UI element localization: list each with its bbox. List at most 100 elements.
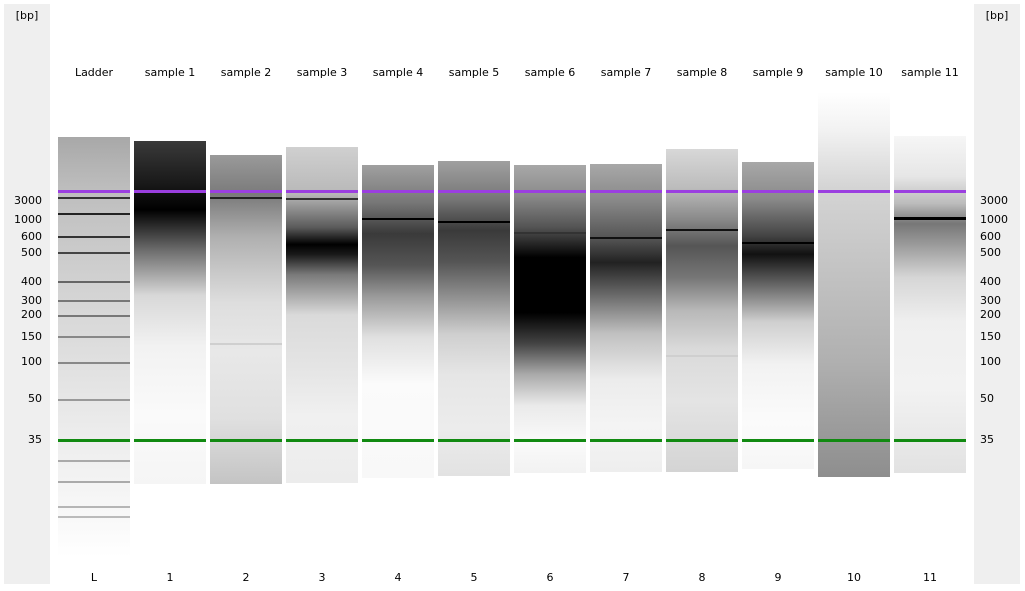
- size-axis-left: [bp] 3000 1000 600 500 400 300 200 150 1…: [4, 4, 50, 584]
- lane-image: [438, 161, 510, 476]
- lane-image: [742, 162, 814, 469]
- lane-label: sample 11: [901, 66, 959, 79]
- tick-label: 1000: [14, 213, 42, 226]
- upper-marker-line: [362, 190, 434, 193]
- ladder-band: [58, 336, 130, 338]
- lower-marker-line: [210, 439, 282, 442]
- ladder-band: [58, 281, 130, 283]
- lower-marker-line: [514, 439, 586, 442]
- lane-label: sample 3: [296, 66, 348, 79]
- lane-number: 3: [318, 571, 326, 584]
- ladder-band: [58, 197, 130, 199]
- tick-label: 400: [21, 275, 42, 288]
- tick-label: 35: [980, 433, 994, 446]
- ladder-band: [58, 399, 130, 401]
- lane-number: 7: [622, 571, 630, 584]
- lane-number: 5: [470, 571, 478, 584]
- lane-sample-11[interactable]: sample 11 11: [892, 0, 968, 591]
- lane-label: sample 6: [524, 66, 576, 79]
- lane-label: Ladder: [74, 66, 114, 79]
- lane-sample-6[interactable]: sample 6 6: [512, 0, 588, 591]
- lane-label: sample 9: [752, 66, 804, 79]
- sample-band: [590, 237, 662, 239]
- sample-band: [894, 217, 966, 220]
- sample-band: [666, 355, 738, 357]
- lane-sample-10[interactable]: sample 10 10: [816, 0, 892, 591]
- size-axis-right: [bp] 3000 1000 600 500 400 300 200 150 1…: [974, 4, 1020, 584]
- sample-band: [742, 242, 814, 244]
- tick-label: 150: [980, 330, 1001, 343]
- ladder-band: [58, 481, 130, 483]
- lane-sample-1[interactable]: sample 1 1: [132, 0, 208, 591]
- lane-image: [58, 137, 130, 557]
- sample-band: [286, 198, 358, 200]
- lane-number: 2: [242, 571, 250, 584]
- lane-sample-2[interactable]: sample 2 2: [208, 0, 284, 591]
- sample-band: [210, 197, 282, 199]
- lower-marker-line: [362, 439, 434, 442]
- lane-label: sample 2: [220, 66, 272, 79]
- lane-label: sample 8: [676, 66, 728, 79]
- upper-marker-line: [894, 190, 966, 193]
- ladder-band: [58, 300, 130, 302]
- lane-number: 8: [698, 571, 706, 584]
- tick-label: 400: [980, 275, 1001, 288]
- lane-sample-9[interactable]: sample 9 9: [740, 0, 816, 591]
- ladder-band: [58, 362, 130, 364]
- lane-image: [894, 136, 966, 473]
- sample-band: [438, 221, 510, 223]
- lane-number: 1: [166, 571, 174, 584]
- lane-number: 6: [546, 571, 554, 584]
- lane-image: [362, 165, 434, 478]
- tick-label: 500: [21, 246, 42, 259]
- lane-image: [514, 165, 586, 473]
- tick-label: 50: [980, 392, 994, 405]
- lane-sample-8[interactable]: sample 8 8: [664, 0, 740, 591]
- lane-label: sample 5: [448, 66, 500, 79]
- upper-marker-line: [134, 190, 206, 193]
- lane-sample-7[interactable]: sample 7 7: [588, 0, 664, 591]
- upper-marker-line: [742, 190, 814, 193]
- lane-image: [210, 155, 282, 484]
- sample-band: [362, 218, 434, 220]
- lane-number: 10: [847, 571, 861, 584]
- lane-label: sample 7: [600, 66, 652, 79]
- upper-marker-line: [286, 190, 358, 193]
- lane-sample-3[interactable]: sample 3 3: [284, 0, 360, 591]
- lane-sample-5[interactable]: sample 5 5: [436, 0, 512, 591]
- ladder-band: [58, 506, 130, 508]
- lane-label: sample 1: [144, 66, 196, 79]
- lower-marker-line: [58, 439, 130, 442]
- axis-unit-right: [bp]: [985, 9, 1009, 22]
- upper-marker-line: [666, 190, 738, 193]
- tick-label: 150: [21, 330, 42, 343]
- lower-marker-line: [286, 439, 358, 442]
- upper-marker-line: [438, 190, 510, 193]
- ladder-band: [58, 252, 130, 254]
- ladder-band: [58, 460, 130, 462]
- tick-label: 200: [21, 308, 42, 321]
- lane-number: 4: [394, 571, 402, 584]
- tick-label: 50: [28, 392, 42, 405]
- axis-unit-left: [bp]: [15, 9, 39, 22]
- lower-marker-line: [438, 439, 510, 442]
- lower-marker-line: [818, 439, 890, 442]
- lane-label: sample 10: [825, 66, 883, 79]
- lane-image: [286, 147, 358, 483]
- tick-label: 35: [28, 433, 42, 446]
- ladder-band: [58, 315, 130, 317]
- tick-label: 3000: [980, 194, 1008, 207]
- ladder-band: [58, 516, 130, 518]
- tick-label: 3000: [14, 194, 42, 207]
- tick-label: 500: [980, 246, 1001, 259]
- lane-sample-4[interactable]: sample 4 4: [360, 0, 436, 591]
- lane-ladder[interactable]: Ladder L: [56, 0, 132, 591]
- lower-marker-line: [894, 439, 966, 442]
- lane-number: 9: [774, 571, 782, 584]
- tick-label: 100: [21, 355, 42, 368]
- tick-label: 1000: [980, 213, 1008, 226]
- tick-label: 300: [21, 294, 42, 307]
- ladder-band: [58, 236, 130, 238]
- lower-marker-line: [742, 439, 814, 442]
